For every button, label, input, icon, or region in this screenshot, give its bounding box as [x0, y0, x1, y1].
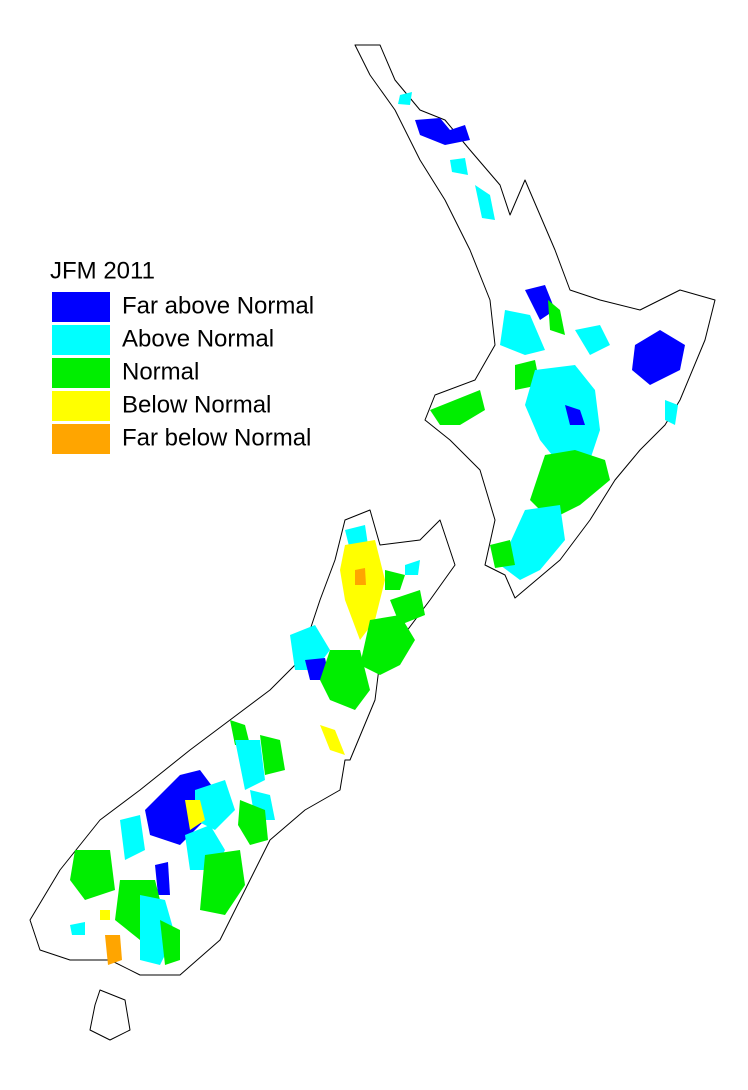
stewart-island — [89, 989, 131, 1041]
catchment — [475, 185, 495, 220]
north-island — [354, 44, 716, 599]
catchment — [360, 615, 415, 675]
catchment — [665, 400, 678, 425]
legend-swatch — [52, 391, 110, 421]
catchment — [70, 922, 85, 935]
catchment — [398, 92, 412, 105]
legend-swatch — [52, 424, 110, 454]
catchment — [548, 300, 565, 335]
catchment — [525, 285, 555, 320]
catchment — [490, 540, 515, 568]
catchment — [160, 920, 180, 965]
legend-swatch — [52, 325, 110, 355]
legend-swatch — [52, 292, 110, 322]
catchment — [145, 770, 215, 845]
catchment — [500, 505, 565, 580]
catchment — [100, 910, 110, 920]
catchment — [320, 725, 345, 755]
legend-label: Below Normal — [122, 391, 271, 418]
legend-title: JFM 2011 — [50, 257, 155, 284]
catchment — [340, 540, 385, 640]
catchment — [185, 800, 205, 830]
catchment — [230, 720, 250, 745]
catchment — [355, 568, 366, 585]
legend: Far above Normal Above Normal Normal Below … — [52, 292, 314, 454]
catchment — [385, 570, 405, 590]
catchment — [565, 405, 585, 425]
catchment — [632, 330, 685, 385]
catchment — [120, 815, 145, 860]
catchment — [575, 325, 610, 355]
catchment — [500, 310, 545, 355]
catchment — [195, 780, 235, 830]
legend-label: Far below Normal — [122, 424, 311, 451]
catchments — [70, 92, 685, 965]
catchment — [70, 850, 115, 900]
legend-label: Normal — [122, 358, 199, 385]
catchment — [405, 560, 420, 575]
catchment — [530, 450, 610, 520]
catchment — [430, 390, 485, 425]
catchment — [235, 740, 265, 790]
catchment — [415, 118, 470, 145]
catchment — [450, 158, 468, 175]
catchment — [525, 365, 600, 465]
catchment — [200, 850, 245, 915]
catchment — [105, 935, 122, 965]
catchment — [155, 862, 170, 895]
legend-swatch — [52, 358, 110, 388]
catchment — [260, 735, 285, 775]
catchment — [238, 800, 268, 845]
catchment — [320, 650, 370, 710]
legend-label: Far above Normal — [122, 292, 314, 319]
legend-label: Above Normal — [122, 325, 274, 352]
